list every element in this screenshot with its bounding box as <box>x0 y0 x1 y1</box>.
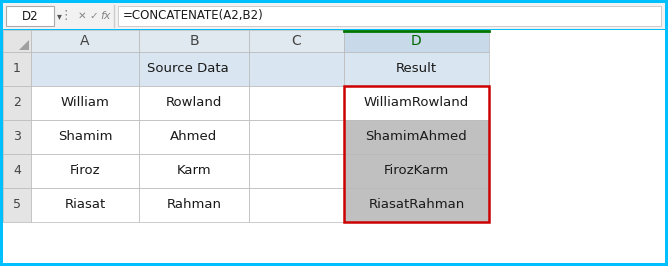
Bar <box>344 120 489 154</box>
Bar <box>344 188 489 222</box>
Bar <box>3 52 31 86</box>
Bar <box>139 52 249 86</box>
Bar <box>249 30 344 52</box>
Bar <box>3 30 31 52</box>
Bar <box>139 30 249 52</box>
Text: William: William <box>61 97 110 110</box>
Bar <box>31 120 139 154</box>
Text: 2: 2 <box>13 97 21 110</box>
Bar <box>344 86 489 120</box>
Bar <box>3 30 665 263</box>
Bar <box>6 6 54 26</box>
Text: D2: D2 <box>21 10 38 23</box>
Bar <box>139 120 249 154</box>
Text: Firoz: Firoz <box>69 164 100 177</box>
Text: Karm: Karm <box>177 164 211 177</box>
Bar <box>3 154 31 188</box>
Text: Result: Result <box>396 63 437 76</box>
Text: 4: 4 <box>13 164 21 177</box>
Bar <box>31 86 139 120</box>
Bar <box>3 120 31 154</box>
Bar <box>249 154 344 188</box>
Bar <box>139 154 249 188</box>
Bar <box>31 52 139 86</box>
Bar <box>3 222 665 263</box>
Text: ▾: ▾ <box>57 11 62 21</box>
Text: Rahman: Rahman <box>166 198 222 211</box>
Text: ⋮: ⋮ <box>59 10 72 23</box>
Bar <box>344 154 489 188</box>
Text: B: B <box>189 34 199 48</box>
Text: Rowland: Rowland <box>166 97 222 110</box>
Text: RiasatRahman: RiasatRahman <box>368 198 465 211</box>
Text: ShamimAhmed: ShamimAhmed <box>365 131 468 143</box>
Text: ✓: ✓ <box>89 11 98 21</box>
Text: fx: fx <box>100 11 110 21</box>
Bar <box>344 52 489 86</box>
Bar <box>344 86 489 222</box>
Bar <box>249 86 344 120</box>
Text: 1: 1 <box>13 63 21 76</box>
Polygon shape <box>19 40 29 50</box>
Text: Riasat: Riasat <box>64 198 106 211</box>
Bar <box>249 120 344 154</box>
Text: =CONCATENATE(A2,B2): =CONCATENATE(A2,B2) <box>123 10 264 23</box>
Text: Shamim: Shamim <box>57 131 112 143</box>
Bar <box>31 30 139 52</box>
Bar <box>249 52 344 86</box>
Bar <box>344 30 489 52</box>
Bar <box>3 3 665 29</box>
Text: 5: 5 <box>13 198 21 211</box>
Bar <box>3 188 31 222</box>
Bar <box>139 86 249 120</box>
Bar <box>3 86 31 120</box>
Text: 3: 3 <box>13 131 21 143</box>
Text: ✕: ✕ <box>78 11 87 21</box>
Bar <box>118 6 661 26</box>
Text: D: D <box>411 34 422 48</box>
Bar <box>31 188 139 222</box>
Text: FirozKarm: FirozKarm <box>384 164 449 177</box>
Text: Source Data: Source Data <box>146 63 228 76</box>
Text: WilliamRowland: WilliamRowland <box>364 97 469 110</box>
Text: A: A <box>80 34 90 48</box>
Text: Ahmed: Ahmed <box>170 131 218 143</box>
Text: C: C <box>292 34 301 48</box>
Bar <box>139 188 249 222</box>
Bar <box>249 188 344 222</box>
Bar <box>31 154 139 188</box>
